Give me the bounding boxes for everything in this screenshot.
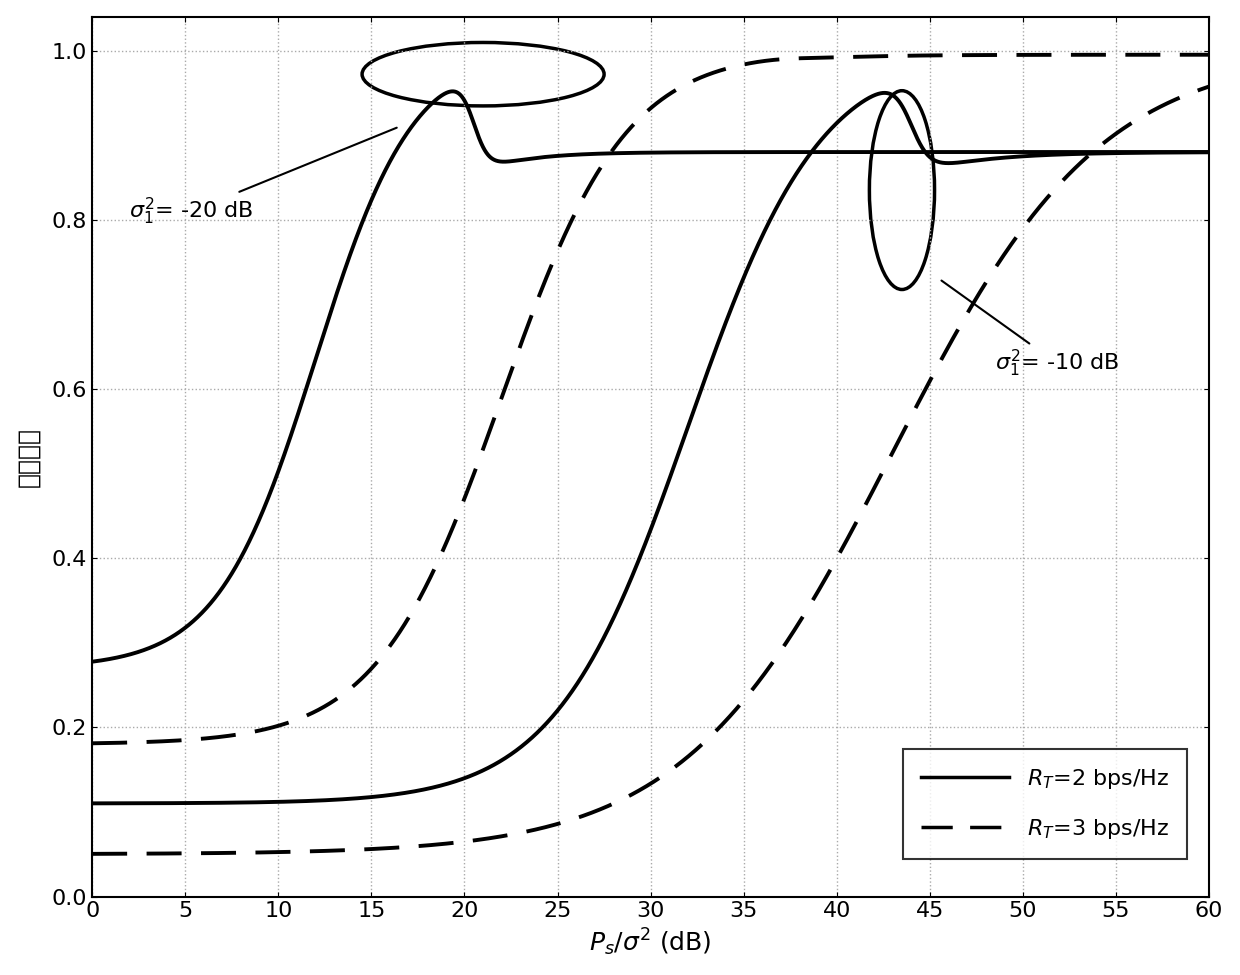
- Text: $\sigma_1^2$= -20 dB: $\sigma_1^2$= -20 dB: [129, 128, 397, 227]
- Text: $\sigma_1^2$= -10 dB: $\sigma_1^2$= -10 dB: [941, 281, 1120, 379]
- Legend: $R_T$=2 bps/Hz, $R_T$=3 bps/Hz: $R_T$=2 bps/Hz, $R_T$=3 bps/Hz: [903, 749, 1187, 859]
- X-axis label: $P_s/\sigma^2$ (dB): $P_s/\sigma^2$ (dB): [589, 927, 712, 958]
- Y-axis label: 接入概率: 接入概率: [16, 427, 41, 487]
